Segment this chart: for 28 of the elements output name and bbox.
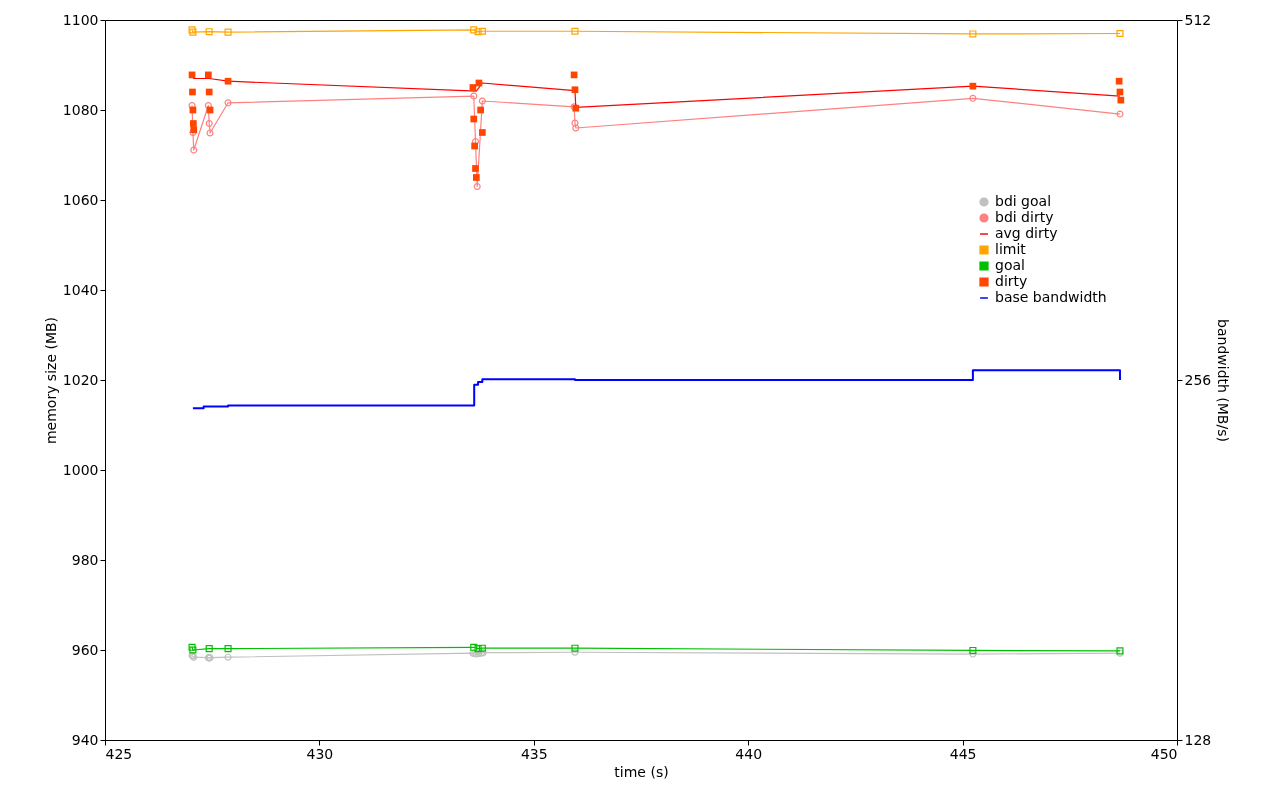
legend-label: avg dirty bbox=[995, 225, 1058, 241]
y2-tick-label: 256 bbox=[1184, 371, 1212, 388]
y-axis-title: memory size (MB) bbox=[42, 316, 59, 445]
y2-tick-label: 512 bbox=[1184, 11, 1212, 28]
y-tick-label: 940 bbox=[71, 731, 99, 748]
y2-axis-title: bandwidth (MB/s) bbox=[1215, 319, 1232, 442]
x-tick-label: 425 bbox=[105, 745, 133, 762]
y-tick-label: 1020 bbox=[62, 371, 99, 388]
y-tick-label: 1080 bbox=[62, 101, 99, 118]
x-tick-label: 450 bbox=[1150, 745, 1178, 762]
legend-label: limit bbox=[995, 241, 1027, 257]
x-tick-label: 430 bbox=[306, 745, 334, 762]
x-tick-label: 445 bbox=[949, 745, 977, 762]
legend-label: base bandwidth bbox=[995, 289, 1107, 305]
legend-label: dirty bbox=[995, 273, 1028, 289]
y-tick-label: 1060 bbox=[62, 191, 99, 208]
y-tick-label: 1000 bbox=[62, 461, 99, 478]
legend-label: goal bbox=[995, 257, 1025, 273]
x-tick-label: 440 bbox=[735, 745, 763, 762]
y-tick-label: 1040 bbox=[62, 281, 99, 298]
y-tick-label: 1100 bbox=[62, 11, 99, 28]
y-tick-label: 980 bbox=[71, 551, 99, 568]
legend-label: bdi dirty bbox=[995, 209, 1054, 225]
x-tick-label: 435 bbox=[520, 745, 548, 762]
legend-label: bdi goal bbox=[995, 193, 1052, 209]
y2-tick-label: 128 bbox=[1184, 731, 1212, 748]
y-tick-label: 960 bbox=[71, 641, 99, 658]
x-axis-title: time (s) bbox=[614, 763, 669, 780]
